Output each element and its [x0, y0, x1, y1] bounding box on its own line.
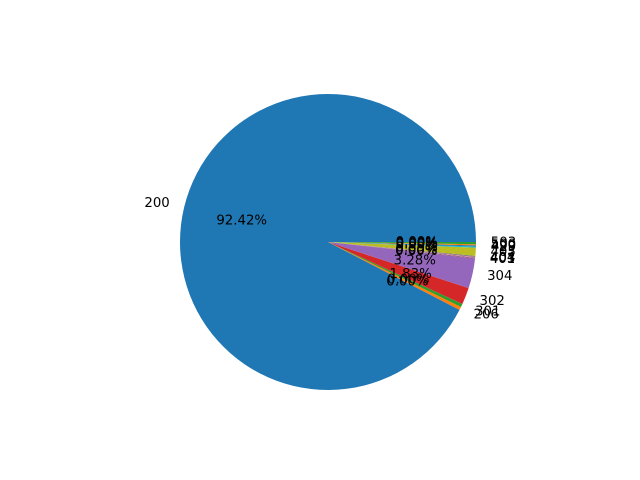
slice-label-404: 404: [490, 250, 515, 265]
pct-label-206: 0.00%: [386, 274, 428, 289]
slice-label-200: 200: [144, 196, 169, 211]
pct-label-429: 0.00%: [396, 238, 438, 253]
pie-labels: 200 92.42% 206 0.00% 301 0.00% 302 1.83% 304 3.28…: [144, 196, 516, 322]
slice-label-503: 503: [491, 236, 516, 251]
pct-label-403: 0.00%: [395, 244, 437, 259]
slice-label-304: 304: [487, 269, 512, 284]
slice-label-206: 206: [473, 308, 498, 323]
pie-slice-499: [328, 242, 476, 247]
pct-label-200: 92.42%: [216, 214, 267, 229]
slice-label-499: 499: [491, 239, 516, 254]
pie-slice-200: [180, 93, 476, 390]
pct-label-405: 0.89%: [395, 240, 437, 255]
pct-label-503: 0.00%: [396, 235, 438, 250]
pie-slice-206: [328, 242, 461, 310]
slice-label-301: 301: [475, 304, 500, 319]
pie-slice-429: [328, 242, 476, 248]
pie-slice-405: [328, 242, 476, 256]
pie-slice-403: [328, 242, 476, 258]
pct-label-304: 3.28%: [394, 253, 436, 268]
pie-slice-503: [328, 242, 476, 245]
slice-label-405: 405: [490, 245, 515, 260]
pct-label-500: 0.00%: [396, 236, 438, 251]
pct-label-301: 0.00%: [387, 273, 429, 288]
pie-slice-302: [328, 242, 469, 304]
pct-label-302: 1.83%: [390, 267, 432, 282]
slice-label-500: 500: [491, 238, 516, 253]
pie-slice-404: [328, 242, 476, 257]
pie-slice-304: [328, 242, 476, 289]
pie-slices: [180, 93, 476, 390]
pie-slice-301: [328, 242, 463, 307]
pct-label-404: 0.00%: [395, 243, 437, 258]
pct-label-499: 0.00%: [396, 237, 438, 252]
pie-slice-500: [328, 242, 476, 246]
slice-label-302: 302: [480, 294, 505, 309]
pie-slice-401: [328, 242, 476, 259]
slice-label-403: 403: [490, 251, 515, 266]
pct-label-401: 0.00%: [395, 244, 437, 259]
slice-label-429: 429: [491, 240, 516, 255]
slice-label-401: 401: [490, 252, 515, 267]
